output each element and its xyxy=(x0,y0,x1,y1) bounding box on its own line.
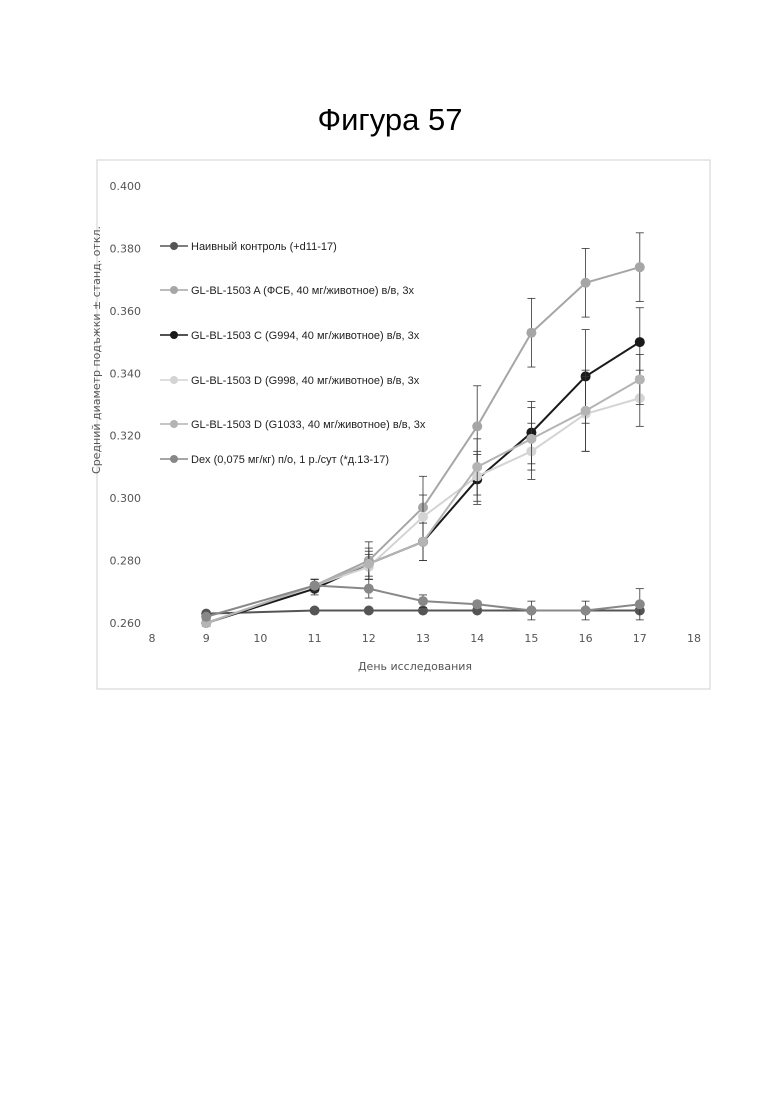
x-tick-label: 17 xyxy=(633,632,647,645)
data-point xyxy=(526,434,536,444)
y-tick-label: 0.300 xyxy=(110,492,142,505)
legend-item: GL-BL-1503 A (ФСБ, 40 мг/животное) в/в, … xyxy=(160,285,415,297)
data-point xyxy=(635,337,645,347)
y-tick-label: 0.380 xyxy=(110,242,142,255)
x-tick-label: 16 xyxy=(579,632,593,645)
data-point xyxy=(364,606,374,616)
data-point xyxy=(635,262,645,272)
data-point xyxy=(418,596,428,606)
legend-item: GL-BL-1503 D (G998, 40 мг/животное) в/в,… xyxy=(160,375,420,387)
data-point xyxy=(526,606,536,616)
x-tick-label: 10 xyxy=(253,632,267,645)
data-point xyxy=(418,512,428,522)
data-point xyxy=(418,537,428,547)
x-tick-label: 11 xyxy=(308,632,322,645)
legend-marker xyxy=(170,331,178,339)
x-tick-label: 18 xyxy=(687,632,701,645)
x-tick-label: 13 xyxy=(416,632,430,645)
x-tick-label: 15 xyxy=(524,632,538,645)
x-tick-label: 9 xyxy=(203,632,210,645)
x-axis-label: День исследования xyxy=(358,660,472,673)
data-point xyxy=(472,599,482,609)
data-point xyxy=(364,584,374,594)
data-point xyxy=(310,581,320,591)
data-point xyxy=(581,278,591,288)
y-tick-label: 0.360 xyxy=(110,305,142,318)
legend-label: GL-BL-1503 D (G998, 40 мг/животное) в/в,… xyxy=(191,375,420,387)
x-tick-label: 12 xyxy=(362,632,376,645)
data-point xyxy=(635,599,645,609)
legend-label: GL-BL-1503 D (G1033, 40 мг/животное) в/в… xyxy=(191,419,426,431)
legend-label: Наивный контроль (+d11-17) xyxy=(191,241,337,253)
legend-item: GL-BL-1503 C (G994, 40 мг/животное) в/в,… xyxy=(160,330,420,342)
data-point xyxy=(526,328,536,338)
legend-label: Dex (0,075 мг/кг) п/о, 1 р./сут (*д.13-1… xyxy=(191,454,389,466)
legend-marker xyxy=(170,420,178,428)
y-tick-label: 0.340 xyxy=(110,367,142,380)
y-tick-label: 0.260 xyxy=(110,617,142,630)
data-point xyxy=(364,559,374,569)
legend-marker xyxy=(170,242,178,250)
y-tick-label: 0.320 xyxy=(110,430,142,443)
legend-item: GL-BL-1503 D (G1033, 40 мг/животное) в/в… xyxy=(160,419,426,431)
y-axis-label: Средний диаметр подъжки ± станд. откл. xyxy=(90,226,103,474)
data-point xyxy=(310,606,320,616)
legend-label: GL-BL-1503 A (ФСБ, 40 мг/животное) в/в, … xyxy=(191,285,415,297)
y-tick-label: 0.400 xyxy=(110,180,142,193)
legend-item: Dex (0,075 мг/кг) п/о, 1 р./сут (*д.13-1… xyxy=(160,454,389,466)
x-tick-label: 8 xyxy=(149,632,156,645)
legend-marker xyxy=(170,376,178,384)
legend-marker xyxy=(170,455,178,463)
legend-marker xyxy=(170,286,178,294)
data-point xyxy=(581,406,591,416)
data-point xyxy=(581,606,591,616)
x-tick-label: 14 xyxy=(470,632,484,645)
data-point xyxy=(472,421,482,431)
y-tick-label: 0.280 xyxy=(110,555,142,568)
data-point xyxy=(201,612,211,622)
data-point xyxy=(472,462,482,472)
legend-label: GL-BL-1503 C (G994, 40 мг/животное) в/в,… xyxy=(191,330,420,342)
data-point xyxy=(635,375,645,385)
